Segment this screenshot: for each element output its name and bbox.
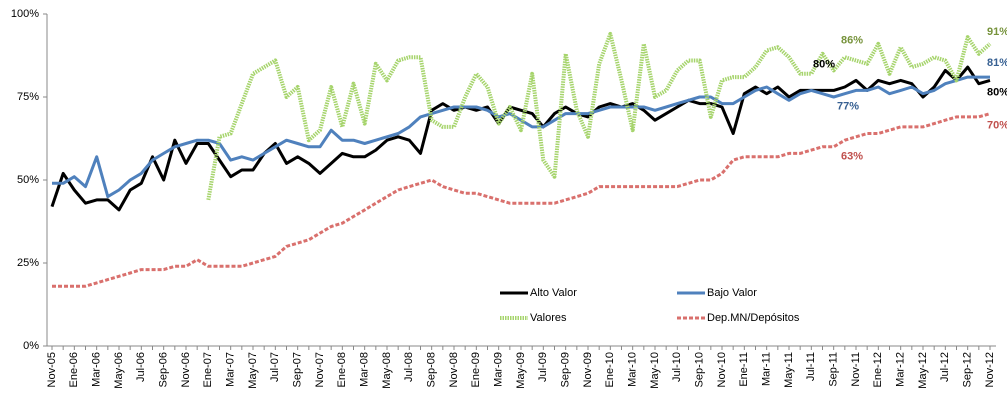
- x-tick-label: Sep-11: [828, 352, 840, 387]
- data-label: 86%: [841, 34, 863, 46]
- legend-label: Valores: [530, 312, 567, 324]
- series-line: [52, 112, 991, 288]
- x-tick-label: Ene-10: [604, 352, 616, 387]
- data-label: 80%: [987, 86, 1007, 98]
- x-tick-label: Ene-12: [872, 352, 884, 387]
- series-line: [50, 65, 991, 212]
- y-tick-label: 25%: [17, 257, 39, 269]
- x-tick-label: May-08: [381, 352, 393, 389]
- x-tick-label: Nov-06: [180, 352, 192, 387]
- data-label: 91%: [987, 26, 1007, 38]
- data-label: 80%: [813, 58, 835, 70]
- x-tick-label: Mar-06: [91, 352, 103, 387]
- x-tick-label: Sep-12: [962, 352, 974, 387]
- x-tick-label: Nov-09: [582, 352, 594, 387]
- data-label: 77%: [837, 100, 859, 112]
- x-tick-label: May-11: [783, 352, 795, 388]
- series-line: [206, 31, 992, 201]
- x-tick-label: Jul-07: [269, 352, 281, 382]
- x-tick-label: Jul-08: [403, 352, 415, 382]
- y-tick-label: 75%: [17, 91, 39, 103]
- legend-label: Alto Valor: [530, 287, 577, 299]
- x-tick-label: Nov-10: [716, 352, 728, 387]
- x-tick-label: May-09: [515, 352, 527, 389]
- data-label: 81%: [987, 57, 1007, 69]
- x-tick-label: Nov-11: [850, 352, 862, 387]
- x-tick-label: Ene-06: [68, 352, 80, 387]
- x-tick-label: Mar-10: [627, 352, 639, 387]
- x-tick-label: Mar-12: [895, 352, 907, 387]
- x-tick-label: Mar-08: [359, 352, 371, 387]
- x-tick-label: May-12: [917, 352, 929, 389]
- x-tick-label: May-10: [649, 352, 661, 389]
- x-tick-label: Jul-11: [805, 352, 817, 381]
- x-tick-label: Sep-08: [426, 352, 438, 387]
- x-tick-label: Mar-09: [493, 352, 505, 387]
- x-tick-label: Sep-10: [694, 352, 706, 387]
- x-tick-label: Sep-07: [292, 352, 304, 387]
- x-tick-label: Nov-05: [46, 352, 58, 387]
- data-label: 70%: [987, 120, 1007, 132]
- x-tick-label: Nov-12: [984, 352, 996, 387]
- x-tick-label: Sep-06: [158, 352, 170, 387]
- legend-label: Dep.MN/Depósitos: [707, 312, 800, 324]
- x-tick-label: Ene-07: [202, 352, 214, 387]
- x-tick-label: Mar-07: [225, 352, 237, 387]
- x-tick-label: Ene-09: [470, 352, 482, 387]
- x-tick-label: Jul-10: [671, 352, 683, 382]
- y-tick-label: 100%: [11, 8, 39, 20]
- x-tick-label: Ene-11: [738, 352, 750, 387]
- data-label: 63%: [841, 151, 863, 163]
- x-tick-label: Sep-09: [560, 352, 572, 387]
- x-tick-label: Ene-08: [336, 352, 348, 387]
- x-tick-label: May-06: [113, 352, 125, 389]
- x-tick-label: Jul-12: [939, 352, 951, 382]
- x-tick-label: Jul-06: [135, 352, 147, 382]
- x-tick-label: Jul-09: [537, 352, 549, 382]
- y-tick-label: 0%: [23, 340, 39, 352]
- series-line: [52, 75, 990, 199]
- y-tick-label: 50%: [17, 174, 39, 186]
- x-tick-label: Mar-11: [761, 352, 773, 386]
- x-tick-label: Nov-08: [448, 352, 460, 387]
- x-tick-label: May-07: [247, 352, 259, 389]
- legend-label: Bajo Valor: [707, 287, 757, 299]
- x-tick-label: Nov-07: [314, 352, 326, 387]
